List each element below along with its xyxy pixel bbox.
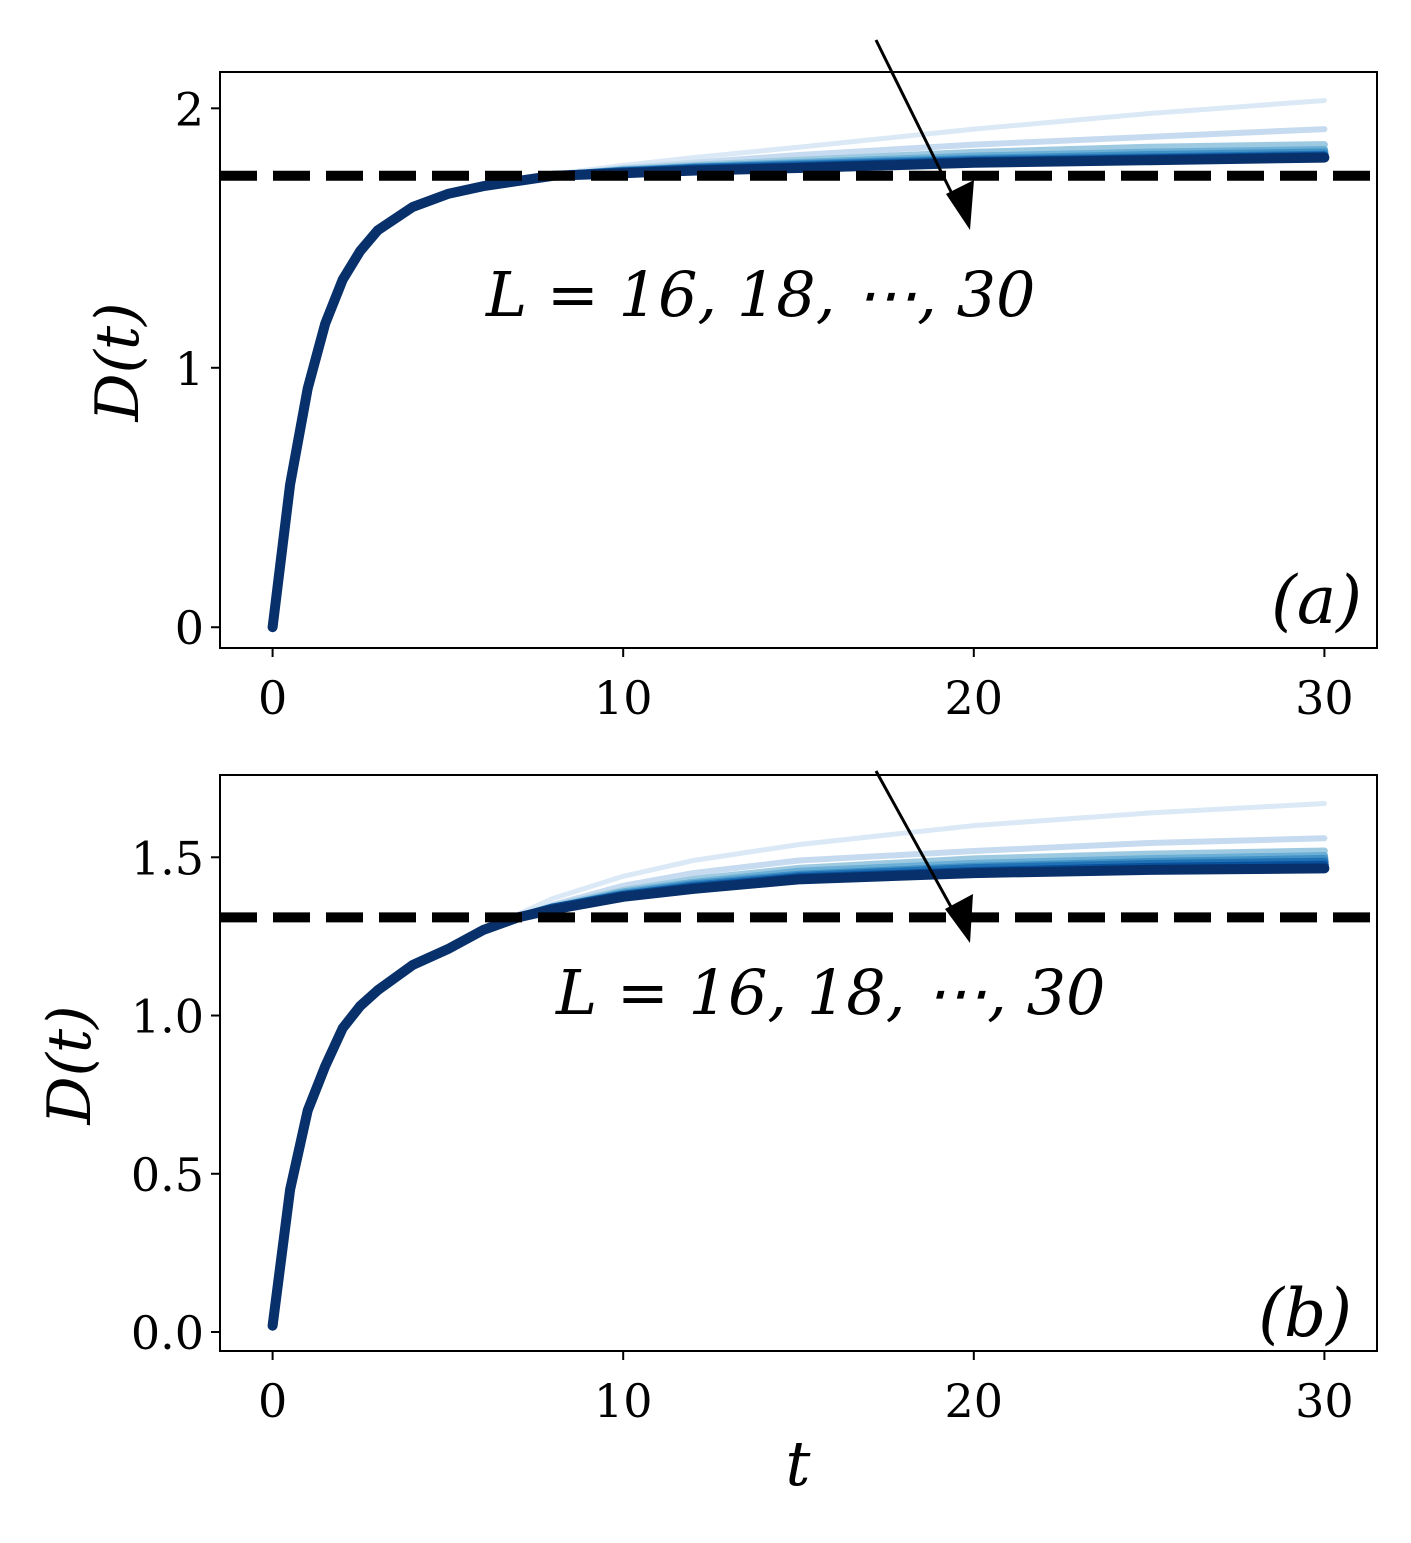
plot-frame: [219, 71, 1378, 649]
annotation-arrowhead: [946, 180, 974, 230]
series-line-L26: [268, 150, 1329, 632]
panel-a: 0 10 20 30 0 1 2 D(t) L = 16, 18, ⋯, 30 (a): [83, 39, 1378, 725]
x-tick-label: 30: [1295, 1374, 1354, 1428]
series-annotation: L = 16, 18, ⋯, 30: [555, 956, 1105, 1029]
y-axis: 0 1 2: [175, 82, 220, 655]
series-annotation: L = 16, 18, ⋯, 30: [485, 258, 1035, 331]
annotation-arrow: [874, 770, 963, 926]
series-line-L28: [268, 151, 1329, 632]
y-tick-label: 1.5: [131, 831, 204, 885]
y-tick-label: 0.5: [131, 1148, 204, 1202]
annotation-arrow: [874, 39, 963, 213]
series-line-L28: [268, 860, 1329, 1331]
x-tick-label: 20: [945, 671, 1004, 725]
y-tick-label: 0.0: [131, 1306, 204, 1360]
series-line-L30: [267, 863, 1330, 1331]
x-axis: 0 10 20 30: [258, 1351, 1354, 1428]
x-tick-label: 0: [258, 1374, 287, 1428]
x-tick-label: 0: [258, 671, 287, 725]
plot-frame: [219, 774, 1378, 1352]
y-axis-label-text: D(t): [83, 302, 153, 422]
x-axis-label: t: [786, 1427, 811, 1500]
y-axis: 0.0 0.5 1.0 1.5: [131, 831, 220, 1360]
x-tick-label: 10: [594, 671, 653, 725]
panel-label: (b): [1258, 1275, 1352, 1352]
x-axis: 0 10 20 30: [258, 648, 1354, 725]
y-tick-label: 0: [175, 601, 204, 655]
x-tick-label: 30: [1295, 671, 1354, 725]
series-line-L30: [267, 152, 1330, 633]
y-axis-label: D(t): [83, 302, 153, 422]
y-tick-label: 2: [175, 82, 204, 136]
series-line-L24: [268, 854, 1329, 1330]
series-line-L26: [268, 857, 1329, 1330]
annotation-arrowhead: [945, 894, 973, 943]
series-line-L20: [269, 141, 1328, 631]
series-group: [267, 801, 1330, 1331]
series-group: [267, 98, 1330, 633]
panel-b: 0 10 20 30 0.0 0.5 1.0 1.5 D(t) t L = 16, 18, …: [35, 770, 1378, 1500]
y-axis-label: D(t): [35, 1005, 105, 1125]
y-axis-label-text: D(t): [35, 1005, 105, 1125]
x-tick-label: 10: [594, 1374, 653, 1428]
panel-label: (a): [1271, 562, 1362, 639]
series-line-L16: [270, 98, 1327, 630]
series-line-L18: [269, 835, 1328, 1329]
series-line-L22: [268, 146, 1329, 631]
y-tick-label: 1.0: [131, 990, 204, 1044]
series-line-L20: [269, 847, 1328, 1330]
series-line-L22: [268, 851, 1329, 1330]
y-tick-label: 1: [175, 342, 204, 396]
series-line-L24: [268, 148, 1329, 632]
x-tick-label: 20: [945, 1374, 1004, 1428]
